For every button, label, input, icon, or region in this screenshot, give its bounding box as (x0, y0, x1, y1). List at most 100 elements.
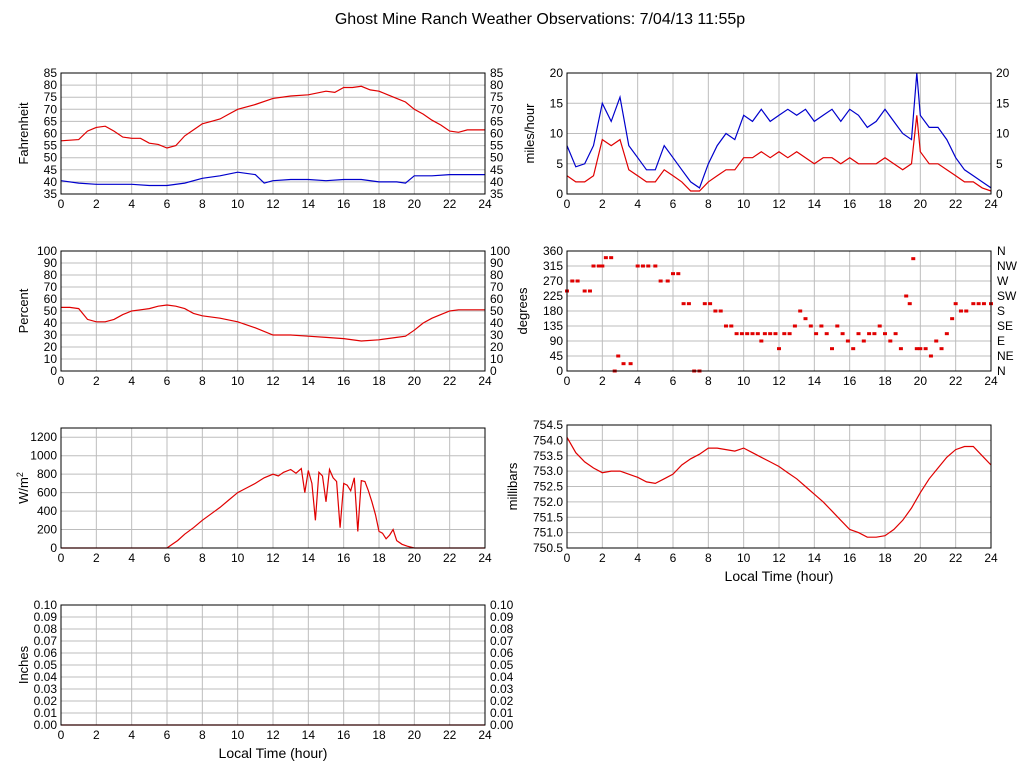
y-tick-label: 50 (44, 304, 58, 318)
plot-frame (60, 604, 486, 726)
data-point (808, 324, 813, 328)
compass-label: SW (997, 289, 1017, 303)
series-line-1 (60, 171, 485, 187)
x-tick-label: 2 (599, 374, 606, 388)
y-tick-label-right: 55 (490, 139, 504, 153)
data-point (819, 324, 824, 328)
y-tick-label-right: 70 (490, 280, 504, 294)
y-tick-label: 0 (556, 364, 563, 378)
data-point (582, 289, 587, 293)
plot-frame (60, 72, 486, 195)
y-tick-label-right: 10 (490, 352, 504, 366)
chart-rh: 0 2 4 6 8 10 12 14 16 18 20 22 240102030405060708090… (16, 244, 510, 388)
y-tick-label: 5 (556, 157, 563, 171)
y-tick-label: 0.02 (34, 694, 58, 708)
y-tick-label-right: 0.02 (490, 694, 514, 708)
x-tick-label: 24 (478, 374, 492, 388)
x-tick-label: 12 (266, 197, 280, 211)
y-tick-label-right: 50 (490, 304, 504, 318)
data-point (635, 264, 640, 268)
x-tick-label: 4 (128, 728, 135, 742)
x-tick-label: 0 (58, 197, 65, 211)
y-tick-label-right: 0.06 (490, 646, 514, 660)
x-tick-label: 14 (302, 197, 316, 211)
data-point (777, 347, 781, 351)
y-tick-label-right: 15 (996, 96, 1010, 110)
data-point (658, 279, 663, 283)
x-tick-label: 16 (843, 197, 857, 211)
x-tick-label: 8 (705, 374, 712, 388)
x-tick-label: 18 (372, 374, 386, 388)
data-point (835, 324, 840, 328)
y-tick-label: 45 (550, 349, 564, 363)
data-point (646, 264, 651, 268)
data-point (928, 354, 933, 358)
data-point (911, 257, 916, 261)
plot-frame (60, 250, 486, 372)
y-tick-label-right: 0.00 (490, 718, 514, 732)
y-tick-label: 0.03 (34, 682, 58, 696)
x-tick-label: 18 (372, 551, 386, 565)
y-tick-label-right: 30 (490, 328, 504, 342)
y-tick-label: 0.00 (34, 718, 58, 732)
data-point (845, 339, 850, 343)
y-tick-label-right: 0.04 (490, 670, 514, 684)
y-tick-label: 80 (44, 268, 58, 282)
x-tick-label: 22 (949, 197, 963, 211)
data-point (934, 339, 939, 343)
x-tick-label: 4 (634, 197, 641, 211)
y-tick-label: 0.05 (34, 658, 58, 672)
y-tick-label: 135 (543, 319, 563, 333)
plot-frame (566, 72, 992, 195)
y-tick-label: 752.5 (533, 480, 563, 494)
compass-label: SE (997, 319, 1013, 333)
y-tick-label: 0 (556, 187, 563, 201)
y-tick-label: 45 (44, 163, 58, 177)
data-point (893, 332, 898, 336)
compass-label: N (997, 364, 1006, 378)
y-tick-label: 60 (44, 127, 58, 141)
data-point (702, 302, 707, 306)
y-tick-label-right: 0 (996, 187, 1003, 201)
x-tick-label: 20 (914, 197, 928, 211)
y-axis-label: millibars (505, 462, 520, 510)
chart-temp: 0 2 4 6 8 10 12 14 16 18 20 22 243540455055606570758… (16, 66, 504, 211)
data-point (750, 332, 755, 336)
y-tick-label: 270 (543, 274, 563, 288)
data-point (953, 302, 958, 306)
data-point (734, 332, 739, 336)
y-tick-label-right: 90 (490, 256, 504, 270)
data-point (745, 332, 750, 336)
y-tick-label-right: 65 (490, 114, 504, 128)
data-point (787, 332, 792, 336)
x-tick-label: 20 (408, 551, 422, 565)
data-point (914, 347, 919, 351)
x-tick-label: 0 (564, 551, 571, 565)
series-line-0 (566, 437, 992, 538)
data-point (939, 347, 944, 351)
y-tick-label: 800 (37, 467, 57, 481)
data-point (851, 347, 856, 351)
x-tick-label: 6 (164, 197, 171, 211)
data-point (591, 264, 596, 268)
data-point (759, 339, 764, 343)
y-tick-label: 90 (44, 256, 58, 270)
compass-label: NE (997, 349, 1014, 363)
y-tick-label: 70 (44, 280, 58, 294)
x-tick-label: 18 (878, 197, 892, 211)
x-tick-label: 2 (599, 551, 606, 565)
x-tick-label: 20 (914, 551, 928, 565)
y-axis-label: W/m2 (15, 472, 31, 504)
x-tick-label: 16 (843, 374, 857, 388)
y-tick-label: 65 (44, 114, 58, 128)
data-point (575, 279, 580, 283)
x-tick-label: 24 (984, 551, 998, 565)
y-tick-label: 70 (44, 102, 58, 116)
x-axis-label: Local Time (hour) (219, 745, 328, 761)
x-tick-label: 8 (199, 728, 206, 742)
y-tick-label: 0 (50, 541, 57, 555)
x-tick-label: 20 (914, 374, 928, 388)
x-tick-label: 14 (302, 551, 316, 565)
y-tick-label: 40 (44, 175, 58, 189)
